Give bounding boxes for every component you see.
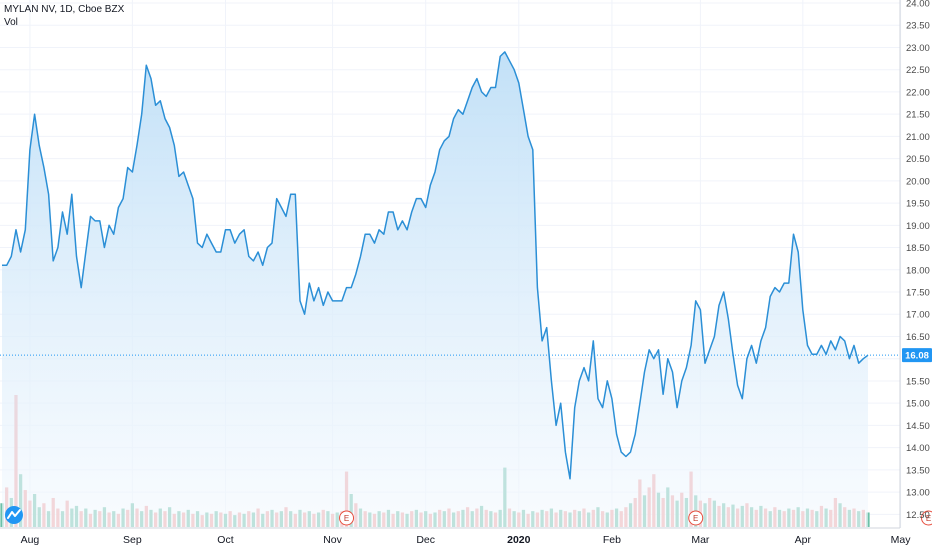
- earnings-marker[interactable]: [921, 510, 932, 526]
- last-price-label: 16.08: [905, 351, 929, 362]
- price-tick-label: 23.00: [906, 43, 930, 54]
- time-tick-label: Nov: [323, 534, 342, 546]
- price-tick-label: 22.00: [906, 87, 930, 98]
- price-tick-label: 14.00: [906, 443, 930, 454]
- volume-label: Vol: [4, 17, 18, 28]
- price-tick-label: 13.50: [906, 465, 930, 476]
- price-tick-label: 15.50: [906, 376, 930, 387]
- time-tick-label: May: [891, 534, 912, 546]
- price-tick-label: 19.50: [906, 199, 930, 210]
- price-tick-label: 22.50: [906, 65, 930, 76]
- price-area-fill: [2, 51, 868, 529]
- earnings-marker[interactable]: [688, 510, 704, 526]
- symbol-title: MYLAN NV, 1D, Cboe BZX: [4, 4, 125, 15]
- price-line: [2, 51, 869, 480]
- price-area: [2, 51, 868, 529]
- price-tick-label: 12.50: [906, 510, 930, 521]
- price-tick-label: 17.00: [906, 310, 930, 321]
- price-tick-label: 18.50: [906, 243, 930, 254]
- price-tick-label: 23.50: [906, 21, 930, 32]
- price-tick-label: 21.00: [906, 132, 930, 143]
- last-price-badge: [902, 348, 932, 363]
- price-series-line: [2, 51, 869, 480]
- price-tick-label: 17.50: [906, 288, 930, 299]
- chart-legend: MYLAN NV, 1D, Cboe BZX Vol: [4, 3, 124, 29]
- price-tick-label: 24.00: [906, 0, 930, 10]
- time-tick-label: Feb: [603, 534, 621, 546]
- time-tick-label: Dec: [416, 534, 435, 546]
- price-tick-label: 15.00: [906, 399, 930, 410]
- time-tick-label: Mar: [691, 534, 710, 546]
- time-axis[interactable]: AugSepOctNovDec2020FebMarAprMayJunJul: [0, 527, 932, 546]
- tradingview-logo-icon[interactable]: [5, 506, 23, 524]
- price-tick-label: 20.00: [906, 176, 930, 187]
- time-tick-label: Aug: [21, 534, 40, 546]
- last-price-line: 16.08: [0, 348, 932, 363]
- price-tick-label: 13.00: [906, 488, 930, 499]
- time-tick-label: Sep: [123, 534, 142, 546]
- price-axis[interactable]: 12.50 13.00 13.50 14.00 14.50 15.00 15.50 16.50…: [899, 0, 930, 528]
- price-tick-label: 16.50: [906, 332, 930, 343]
- time-tick-label: Apr: [795, 534, 812, 546]
- earnings-marker-label: E: [926, 514, 931, 523]
- earnings-marker[interactable]: [339, 510, 355, 526]
- earnings-marker-label: E: [693, 514, 698, 523]
- time-tick-label: Oct: [217, 534, 233, 546]
- price-tick-label: 14.50: [906, 421, 930, 432]
- price-tick-label: 18.00: [906, 265, 930, 276]
- price-tick-label: 20.50: [906, 154, 930, 165]
- price-tick-label: 19.00: [906, 221, 930, 232]
- earnings-marker-label: E: [344, 514, 349, 523]
- price-tick-label: 21.50: [906, 110, 930, 121]
- time-tick-label: 2020: [507, 534, 531, 546]
